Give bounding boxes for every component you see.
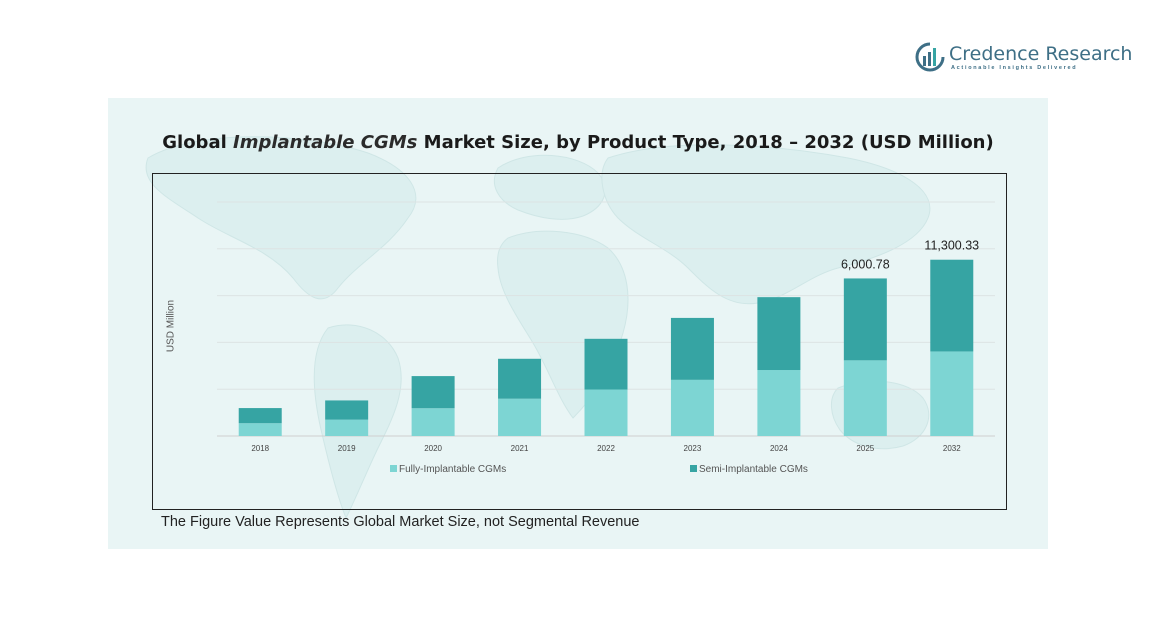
bar-semi-implantable-2023 xyxy=(670,317,714,380)
data-label: 6,000.78 xyxy=(841,257,890,271)
title-emphasis: Implantable CGMs xyxy=(233,132,418,153)
title-prefix: Global xyxy=(162,132,234,153)
bar-semi-implantable-2024 xyxy=(757,297,801,371)
bar-fully-implantable-2022 xyxy=(584,389,628,436)
bar-fully-implantable-2024 xyxy=(757,370,801,436)
bar-semi-implantable-2020 xyxy=(411,376,455,409)
title-suffix: Market Size, by Product Type, 2018 – 203… xyxy=(417,132,994,153)
legend-swatch xyxy=(390,465,397,472)
chart-panel: Global Implantable CGMs Market Size, by … xyxy=(108,98,1048,549)
bar-fully-implantable-2025 xyxy=(843,360,887,436)
brand-tagline: Actionable Insights Delivered xyxy=(951,65,1078,71)
x-tick-label: 2019 xyxy=(338,444,356,453)
bar-semi-implantable-2025 xyxy=(843,278,887,361)
x-tick-label: 2022 xyxy=(597,444,615,453)
x-tick-label: 2023 xyxy=(684,444,702,453)
x-tick-label: 2032 xyxy=(943,444,961,453)
stacked-bar-chart: 2018 2019 2020 2021 2022 2023 2024 2025 6,000.78… xyxy=(217,201,995,475)
x-tick-label: 2025 xyxy=(856,444,874,453)
legend-label: Semi-Implantable CGMs xyxy=(699,464,808,475)
figure-note: The Figure Value Represents Global Marke… xyxy=(161,514,640,530)
chart-title: Global Implantable CGMs Market Size, by … xyxy=(108,132,1048,153)
x-tick-label: 2024 xyxy=(770,444,788,453)
bar-fully-implantable-2019 xyxy=(325,419,369,436)
legend-swatch xyxy=(690,465,697,472)
bar-fully-implantable-2020 xyxy=(411,408,455,436)
bar-fully-implantable-2032 xyxy=(930,351,974,436)
bar-semi-implantable-2021 xyxy=(498,358,542,399)
bar-semi-implantable-2018 xyxy=(238,408,282,424)
brand-name: Credence Research xyxy=(949,43,1133,65)
bar-chart-logo-icon xyxy=(915,42,945,72)
legend-label: Fully-Implantable CGMs xyxy=(399,464,506,475)
bar-fully-implantable-2018 xyxy=(238,423,282,436)
bar-semi-implantable-2032 xyxy=(930,259,974,352)
bar-fully-implantable-2023 xyxy=(670,379,714,436)
bar-semi-implantable-2022 xyxy=(584,338,628,390)
x-tick-label: 2018 xyxy=(251,444,269,453)
world-map-background xyxy=(145,136,931,520)
bar-semi-implantable-2019 xyxy=(325,400,369,420)
x-tick-label: 2020 xyxy=(424,444,442,453)
data-label: 11,300.33 xyxy=(924,239,979,253)
x-tick-label: 2021 xyxy=(511,444,529,453)
bar-fully-implantable-2021 xyxy=(498,398,542,436)
chart-frame xyxy=(152,173,1007,510)
